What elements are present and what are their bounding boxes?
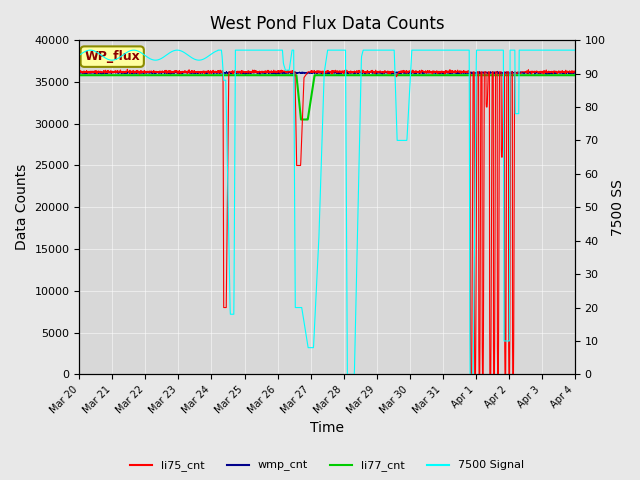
Legend: li75_cnt, wmp_cnt, li77_cnt, 7500 Signal: li75_cnt, wmp_cnt, li77_cnt, 7500 Signal (125, 456, 529, 476)
Y-axis label: Data Counts: Data Counts (15, 164, 29, 251)
Text: WP_flux: WP_flux (84, 50, 140, 63)
Title: West Pond Flux Data Counts: West Pond Flux Data Counts (210, 15, 444, 33)
X-axis label: Time: Time (310, 421, 344, 435)
Y-axis label: 7500 SS: 7500 SS (611, 179, 625, 236)
